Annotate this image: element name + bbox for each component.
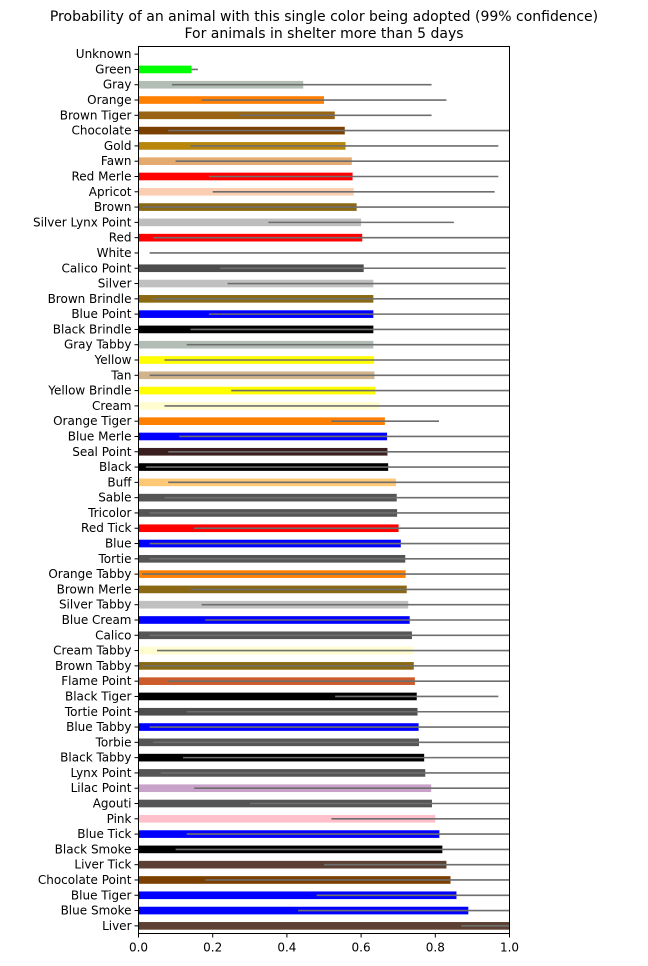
y-tick-label: Orange Tabby — [48, 567, 131, 581]
chart-subtitle: For animals in shelter more than 5 days — [184, 26, 463, 42]
y-tick-label: Buff — [107, 475, 132, 489]
y-tick-label: Brown — [94, 200, 132, 214]
y-tick-label: Blue Tiger — [71, 888, 132, 902]
y-tick-label: Black Brindle — [53, 322, 132, 336]
y-tick-label: Calico — [95, 628, 131, 642]
y-tick-label: Torbie — [95, 735, 132, 749]
y-tick-label: Tortie Point — [64, 705, 132, 719]
y-tick-label: Cream — [92, 399, 131, 413]
y-tick-label: Brown Tabby — [55, 659, 132, 673]
y-tick-label: Blue Point — [71, 307, 131, 321]
y-tick-label: Orange Tiger — [53, 414, 131, 428]
bar — [138, 692, 417, 701]
y-tick-label: Yellow — [94, 353, 132, 367]
bar — [138, 218, 362, 227]
x-tick-label: 0.6 — [352, 941, 371, 955]
y-tick-label: Fawn — [101, 154, 132, 168]
y-tick-label: Sable — [98, 491, 131, 505]
y-tick-label: Seal Point — [72, 445, 132, 459]
bar — [138, 417, 385, 426]
y-tick-label: Blue Cream — [62, 613, 132, 627]
y-tick-label: Liver Tick — [74, 858, 131, 872]
plot-frame — [138, 46, 510, 934]
bar — [138, 814, 436, 823]
y-tick-label: Liver — [102, 919, 132, 933]
y-tick-label: Green — [95, 62, 131, 76]
y-tick-label: Black Tabby — [60, 751, 131, 765]
y-tick-label: Yellow Brindle — [47, 384, 131, 398]
y-tick-label: Gray — [103, 78, 132, 92]
y-tick-label: Gray Tabby — [64, 338, 132, 352]
y-tick-label: Chocolate Point — [38, 873, 132, 887]
x-tick-label: 0.0 — [129, 941, 148, 955]
y-tick-label: Red Merle — [72, 169, 132, 183]
y-tick-label: Calico Point — [62, 261, 132, 275]
y-tick-label: White — [97, 246, 132, 260]
y-tick-label: Pink — [107, 812, 132, 826]
y-tick-label: Silver Tabby — [59, 598, 132, 612]
x-tick-label: 1.0 — [500, 941, 519, 955]
bar — [138, 860, 447, 869]
bar — [138, 891, 457, 900]
y-tick-label: Lilac Point — [71, 781, 132, 795]
y-tick-label: Black Smoke — [55, 842, 132, 856]
y-tick-label: Brown Merle — [57, 582, 132, 596]
y-tick-label: Blue Tick — [77, 827, 131, 841]
y-tick-label: Silver — [98, 277, 132, 291]
x-tick-label: 0.4 — [277, 941, 296, 955]
y-tick-label: Tan — [110, 368, 131, 382]
y-tick-label: Brown Brindle — [48, 292, 132, 306]
y-tick-label: Agouti — [93, 797, 132, 811]
bar — [138, 922, 510, 930]
y-tick-label: Gold — [104, 139, 132, 153]
y-tick-label: Cream Tabby — [53, 644, 131, 658]
y-tick-label: Blue — [105, 537, 132, 551]
y-tick-label: Orange — [87, 93, 131, 107]
y-tick-label: Silver Lynx Point — [33, 215, 132, 229]
y-tick-label: Brown Tiger — [60, 108, 132, 122]
x-tick-label: 0.8 — [426, 941, 445, 955]
y-tick-label: Unknown — [76, 47, 132, 61]
y-tick-label: Chocolate — [71, 124, 131, 138]
y-tick-label: Apricot — [89, 185, 132, 199]
y-tick-label: Lynx Point — [70, 766, 131, 780]
bar — [138, 111, 335, 120]
y-tick-label: Red — [109, 231, 132, 245]
y-tick-label: Blue Tabby — [66, 720, 131, 734]
x-tick-label: 0.2 — [203, 941, 222, 955]
y-tick-label: Flame Point — [61, 674, 132, 688]
y-tick-label: Tortie — [98, 552, 132, 566]
y-tick-label: Black — [99, 460, 132, 474]
y-tick-label: Red Tick — [81, 521, 132, 535]
y-tick-label: Blue Merle — [68, 429, 132, 443]
y-tick-label: Tricolor — [87, 506, 131, 520]
bar — [138, 65, 192, 74]
y-tick-label: Blue Smoke — [61, 904, 132, 918]
y-tick-label: Black Tiger — [65, 689, 132, 703]
chart-title: Probability of an animal with this singl… — [50, 9, 598, 25]
